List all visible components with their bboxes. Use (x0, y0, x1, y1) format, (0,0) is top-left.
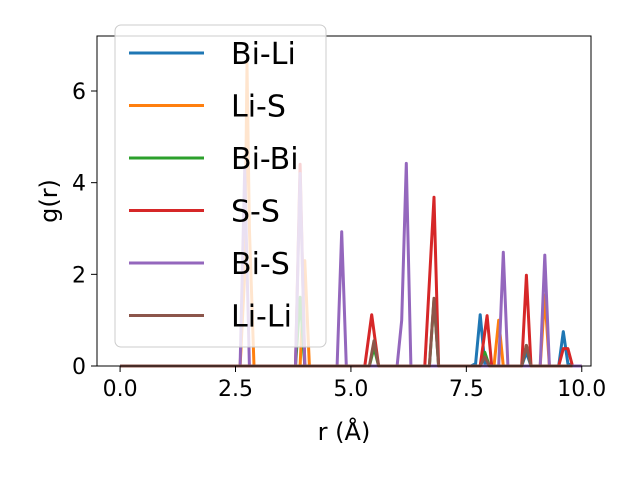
legend-label: Bi-S (231, 247, 290, 282)
y-tick-label: 2 (72, 263, 86, 288)
x-tick-label: 7.5 (449, 377, 484, 402)
legend-label: Bi-Bi (231, 142, 299, 177)
y-tick-label: 6 (72, 80, 86, 105)
y-axis: 0 2 4 6 (72, 80, 97, 380)
y-tick-label: 4 (72, 172, 86, 197)
x-tick-label: 0.0 (103, 377, 138, 402)
legend-label: S-S (231, 195, 280, 230)
x-tick-label: 2.5 (218, 377, 253, 402)
legend-label: Li-S (231, 90, 286, 125)
y-tick-label: 0 (72, 355, 86, 380)
x-axis-label: r (Å) (318, 417, 371, 446)
plot-frame (96, 35, 592, 367)
x-tick-label: 5.0 (333, 377, 368, 402)
y-axis-label: g(r) (35, 179, 63, 223)
legend-box (114, 24, 327, 348)
legend-label: Li-Li (231, 300, 292, 335)
legend-label: Bi-Li (231, 37, 296, 72)
x-tick-label: 10.0 (557, 377, 606, 402)
legend: Bi-Li Li-S Bi-Bi S-S Bi-S Li-Li (114, 24, 327, 348)
x-axis: 0.0 2.5 5.0 7.5 10.0 (103, 366, 606, 402)
